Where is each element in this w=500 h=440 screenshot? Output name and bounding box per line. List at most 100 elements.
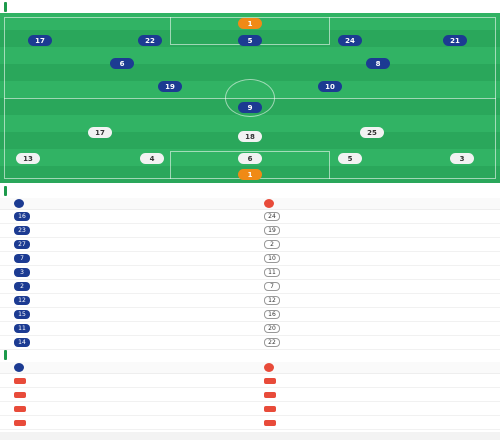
table-row[interactable]: 10 (250, 252, 500, 266)
home-player-1[interactable]: 17 (0, 35, 85, 54)
shirt-number-badge: 23 (14, 226, 30, 235)
list-item[interactable] (250, 416, 500, 430)
table-row[interactable]: 22 (250, 336, 500, 350)
shirt-number-badge: 2 (14, 282, 30, 291)
home-player-3[interactable]: 5 (205, 35, 295, 54)
player-name (36, 337, 214, 344)
list-item[interactable] (0, 388, 250, 402)
shirt-number: 22 (138, 35, 162, 46)
table-row[interactable]: 23 (0, 224, 250, 238)
away-player-2[interactable]: 18 (205, 131, 295, 150)
away-player-0[interactable]: 17 (55, 127, 145, 146)
substitution-time (470, 326, 500, 332)
player-info (32, 375, 250, 387)
table-row[interactable]: 20 (250, 322, 500, 336)
list-item[interactable] (250, 374, 500, 388)
table-row[interactable]: 19 (250, 224, 500, 238)
table-row[interactable]: 11 (0, 322, 250, 336)
table-row[interactable]: 12 (250, 294, 500, 308)
home-player-9[interactable]: 10 (285, 81, 375, 100)
player-position (36, 274, 214, 279)
table-row[interactable]: 11 (250, 266, 500, 280)
substitution-time (220, 284, 250, 290)
away-player-6[interactable]: 5 (305, 153, 395, 172)
home-player-0[interactable]: 1 (205, 18, 295, 37)
away-player-1[interactable]: 25 (327, 127, 417, 146)
shirt-number: 1 (238, 18, 262, 29)
player-name (286, 309, 464, 316)
table-row[interactable]: 15 (0, 308, 250, 322)
table-row[interactable]: 16 (0, 210, 250, 224)
list-item[interactable] (250, 388, 500, 402)
player-info (286, 225, 464, 237)
player-info (32, 417, 250, 429)
injury-reason (282, 424, 500, 429)
away-player-4[interactable]: 4 (107, 153, 197, 172)
player-info (36, 295, 214, 307)
table-row[interactable]: 16 (250, 308, 500, 322)
home-player-7[interactable]: 8 (333, 58, 423, 77)
injury-icon (264, 391, 276, 398)
shirt-number-badge: 19 (264, 226, 280, 235)
shirt-number: 3 (450, 153, 474, 164)
substitution-time (220, 270, 250, 276)
player-info (36, 323, 214, 335)
table-row[interactable]: 12 (0, 294, 250, 308)
table-row[interactable]: 7 (0, 252, 250, 266)
footer-bar (0, 432, 500, 440)
player-position (36, 232, 214, 237)
home-crest-icon (14, 363, 24, 372)
table-row[interactable]: 14 (0, 336, 250, 350)
home-player-5[interactable]: 21 (410, 35, 500, 54)
player-position (36, 316, 214, 321)
section-marker-icon (4, 349, 7, 360)
substitution-time (470, 298, 500, 304)
list-item[interactable] (0, 416, 250, 430)
player-info (286, 295, 464, 307)
player-name (36, 225, 214, 232)
home-player-10[interactable]: 9 (205, 102, 295, 121)
shirt-number-badge: 7 (14, 254, 30, 263)
list-item[interactable] (0, 374, 250, 388)
away-player-8[interactable]: 1 (205, 169, 295, 183)
list-item[interactable] (0, 402, 250, 416)
player-name (286, 267, 464, 274)
home-player-2[interactable]: 22 (105, 35, 195, 54)
home-player-4[interactable]: 24 (305, 35, 395, 54)
player-info (36, 239, 214, 251)
shirt-number: 6 (110, 58, 134, 69)
away-player-5[interactable]: 6 (205, 153, 295, 172)
home-player-8[interactable]: 19 (125, 81, 215, 100)
table-row[interactable]: 2 (250, 238, 500, 252)
center-circle (225, 79, 275, 117)
shirt-number: 17 (28, 35, 52, 46)
section-marker-icon (4, 185, 7, 196)
table-row[interactable]: 3 (0, 266, 250, 280)
player-name (286, 225, 464, 232)
player-name (286, 253, 464, 260)
shirt-number-badge: 11 (14, 324, 30, 333)
player-position (286, 218, 464, 223)
player-name (286, 281, 464, 288)
list-item[interactable] (250, 402, 500, 416)
shirt-number: 1 (238, 169, 262, 180)
player-info (36, 309, 214, 321)
table-row[interactable]: 27 (0, 238, 250, 252)
home-substitutes: 16 23 27 7 3 2 12 15 11 14 (0, 198, 250, 350)
player-position (286, 302, 464, 307)
player-name (32, 375, 250, 382)
home-player-6[interactable]: 6 (77, 58, 167, 77)
player-name (282, 389, 500, 396)
table-row[interactable]: 7 (250, 280, 500, 294)
substitution-time (470, 270, 500, 276)
player-position (286, 232, 464, 237)
table-row[interactable]: 2 (0, 280, 250, 294)
player-info (32, 389, 250, 401)
away-player-7[interactable]: 3 (417, 153, 500, 172)
table-row[interactable]: 24 (250, 210, 500, 224)
shirt-number-badge: 27 (14, 240, 30, 249)
away-crest-icon (264, 199, 274, 208)
away-player-3[interactable]: 13 (0, 153, 73, 172)
substitutes-header (0, 184, 13, 197)
player-info (36, 225, 214, 237)
